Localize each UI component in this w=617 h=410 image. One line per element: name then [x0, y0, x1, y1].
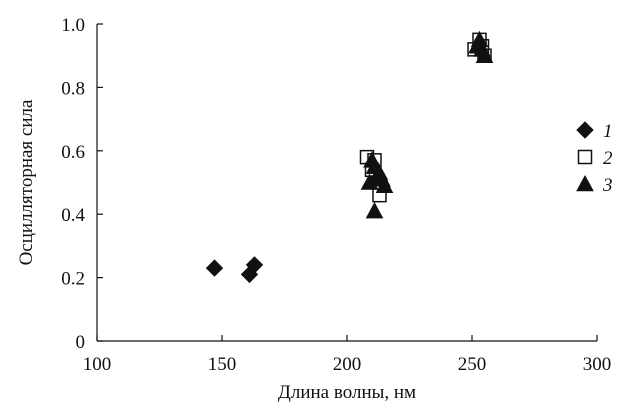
legend-marker-diamond	[576, 121, 594, 139]
y-tick-label: 1.0	[61, 15, 85, 36]
legend-label: 2	[603, 148, 613, 169]
series-3	[360, 30, 494, 219]
x-axis-title: Длина волны, нм	[278, 382, 416, 403]
x-tick-label: 300	[583, 354, 612, 375]
legend-label: 3	[602, 175, 613, 196]
legend: 1 2 3	[576, 121, 613, 196]
legend-marker-open-square	[577, 149, 593, 165]
series-1	[205, 256, 264, 284]
data-points	[205, 30, 494, 284]
y-tick-label: 0	[76, 332, 86, 353]
data-point-diamond	[245, 256, 264, 274]
x-tick-label: 250	[458, 354, 487, 375]
y-tick-label: 0.6	[61, 142, 85, 163]
y-tick-label: 0.8	[61, 78, 85, 99]
x-tick-label: 100	[83, 354, 112, 375]
legend-marker-triangle	[576, 174, 594, 192]
axes	[96, 24, 597, 342]
data-point-triangle	[475, 46, 494, 63]
data-point-diamond	[205, 259, 224, 277]
legend-label: 1	[603, 121, 613, 142]
y-tick-label: 0.2	[61, 269, 85, 290]
y-tick-label: 0.4	[61, 205, 85, 226]
ticks: 100 150 200 250 300 0 0.2 0.4 0.6 0.8 1.0	[61, 15, 611, 375]
data-point-triangle	[375, 176, 394, 193]
y-axis-title: Осцилляторная сила	[16, 99, 37, 265]
data-point-triangle	[365, 201, 384, 219]
x-tick-label: 150	[208, 354, 237, 375]
x-tick-label: 200	[333, 354, 362, 375]
